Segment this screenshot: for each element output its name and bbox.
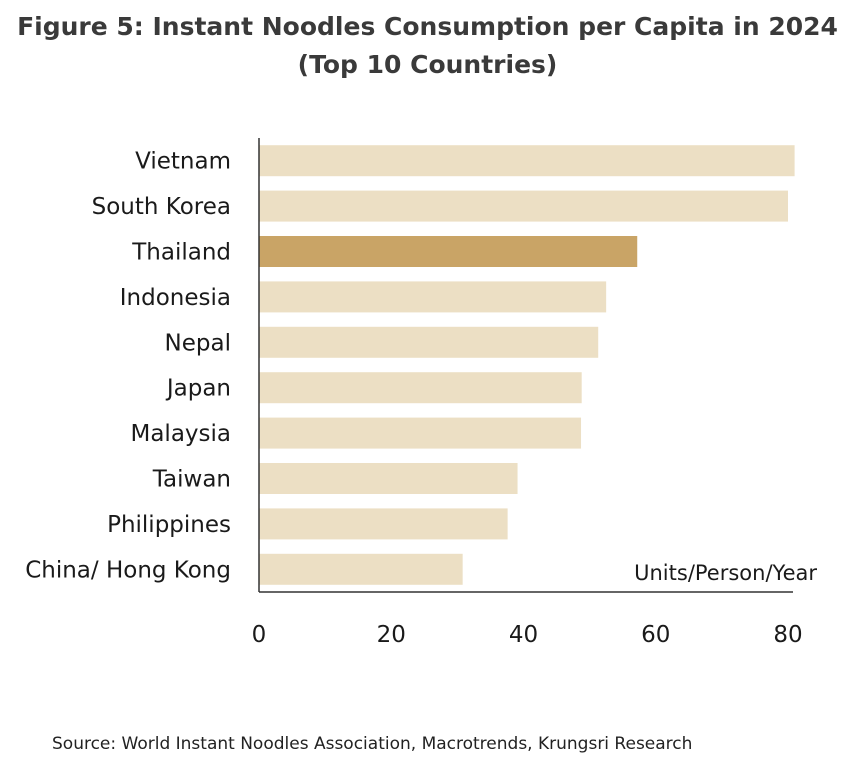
bar-malaysia (259, 417, 582, 449)
category-label: Indonesia (120, 285, 231, 311)
bar-philippines (259, 508, 508, 540)
x-tick-label: 60 (641, 622, 670, 648)
category-labels-group: Vietnam South Korea Thailand Indonesia Nepal… (25, 149, 231, 584)
x-tick-label: 40 (509, 622, 538, 648)
category-label: Thailand (131, 240, 231, 266)
title-line-1: Figure 5: Instant Noodles Consumption pe… (17, 12, 838, 41)
bar-japan (259, 372, 582, 404)
x-tick-label: 80 (773, 622, 802, 648)
bar-nepal (259, 326, 599, 358)
category-label: Philippines (107, 512, 231, 538)
title-line-2: (Top 10 Countries) (297, 50, 558, 79)
bar-taiwan (259, 463, 518, 494)
chart-title: Figure 5: Instant Noodles Consumption pe… (0, 8, 855, 84)
category-label: Nepal (165, 330, 231, 356)
category-label: Vietnam (135, 149, 231, 175)
category-label: China/ Hong Kong (25, 557, 231, 583)
bar-vietnam (259, 145, 795, 177)
source-note: Source: World Instant Noodles Associatio… (52, 734, 693, 754)
unit-label: Units/Person/Year (634, 561, 817, 585)
bar-south-korea (259, 190, 788, 222)
category-label: Taiwan (152, 467, 231, 493)
category-label: Japan (165, 376, 231, 402)
bar-indonesia (259, 281, 607, 313)
x-tick-label: 0 (252, 622, 267, 648)
category-label: South Korea (92, 194, 231, 220)
bar-china-hong-kong (259, 553, 463, 585)
bars-group (259, 145, 795, 585)
x-tick-labels-group: 0 20 40 60 80 (252, 622, 803, 648)
x-tick-label: 20 (377, 622, 406, 648)
category-label: Malaysia (130, 421, 231, 447)
bar-thailand (259, 236, 638, 267)
